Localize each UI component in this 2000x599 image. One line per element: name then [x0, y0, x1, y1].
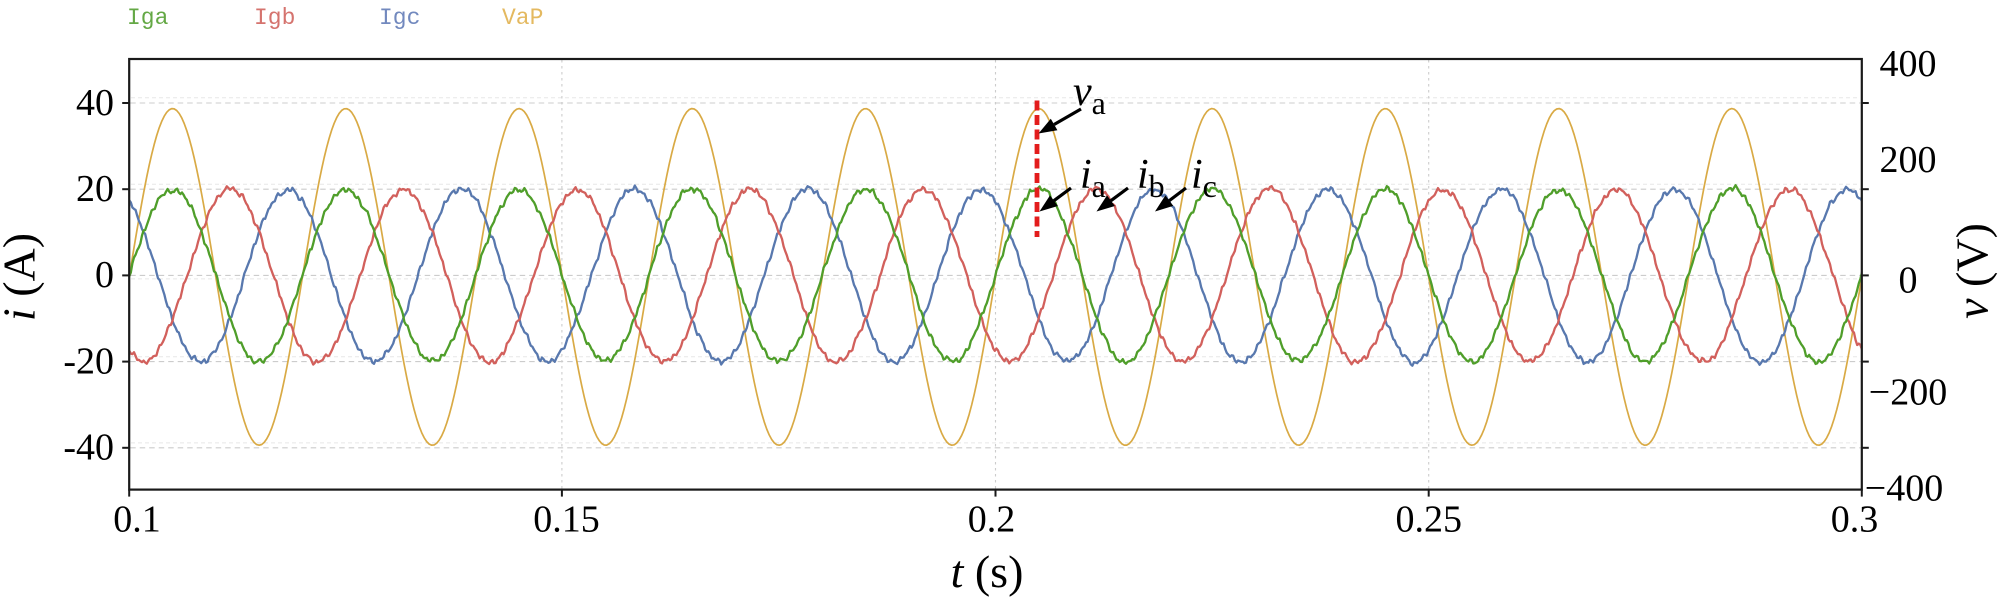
svg-text:0.3: 0.3 — [1831, 499, 1879, 541]
svg-text:-20: -20 — [63, 340, 114, 382]
svg-text:−400: −400 — [1865, 468, 1943, 510]
svg-text:0.2: 0.2 — [968, 499, 1016, 541]
svg-text:-40: -40 — [63, 427, 114, 469]
svg-text:0.15: 0.15 — [533, 499, 600, 541]
svg-text:0: 0 — [1899, 260, 1918, 302]
svg-text:0: 0 — [95, 254, 114, 296]
svg-text:t (s): t (s) — [951, 546, 1024, 597]
svg-text:0.25: 0.25 — [1395, 499, 1462, 541]
svg-text:Igc: Igc — [379, 5, 420, 31]
svg-text:Igb: Igb — [254, 5, 295, 31]
svg-text:200: 200 — [1880, 139, 1937, 181]
svg-text:40: 40 — [76, 82, 114, 124]
svg-text:0.1: 0.1 — [113, 499, 161, 541]
svg-text:VaP: VaP — [502, 5, 543, 31]
svg-text:v (V): v (V) — [1947, 223, 1998, 319]
svg-text:20: 20 — [76, 168, 114, 210]
svg-text:−200: −200 — [1869, 372, 1947, 414]
svg-text:Iga: Iga — [127, 5, 169, 31]
svg-text:i (A): i (A) — [0, 233, 45, 321]
svg-text:400: 400 — [1880, 43, 1937, 85]
